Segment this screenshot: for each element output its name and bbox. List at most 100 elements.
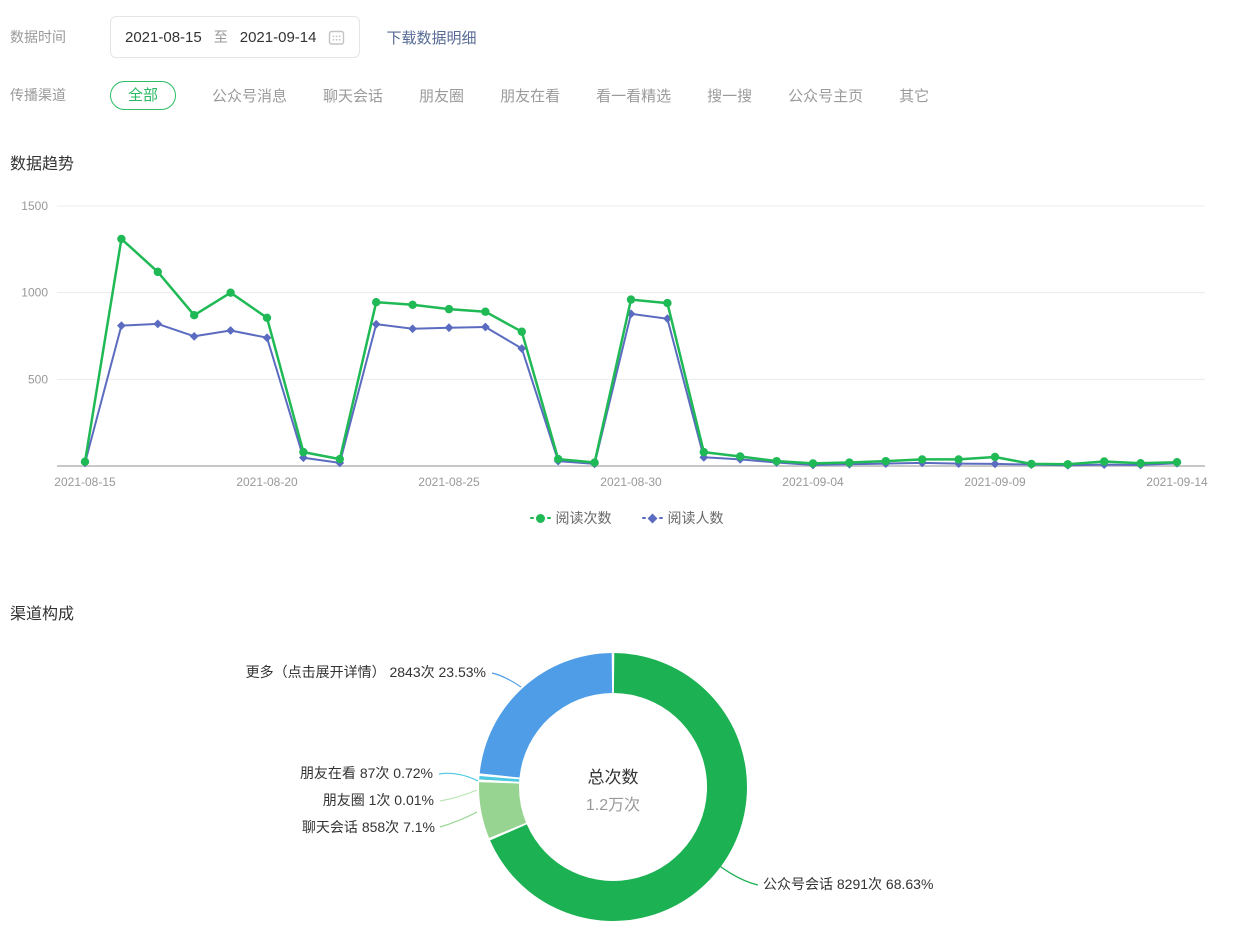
data-point[interactable] [189,331,199,341]
channel-tab-7[interactable]: 公众号主页 [788,87,864,105]
trend-line-chart[interactable]: 1500 1000 500 2021-08-15 2021-08-20 2021-08-2… [0,190,1253,500]
channel-tab-6[interactable]: 搜一搜 [707,87,753,105]
data-point[interactable] [918,455,927,464]
donut-label-公众号会话[interactable]: 公众号会话 8291次 68.63% [763,876,933,892]
channel-tabs: 全部 公众号消息 聊天会话 朋友圈 朋友在看 看一看精选 搜一搜 公众号主页 其它 [110,80,930,110]
legend-label: 阅读人数 [667,510,724,526]
data-point[interactable] [444,304,454,314]
x-tick-label-25: 2021-09-09 [964,475,1026,489]
donut-slice-更多（点击展开详情）[interactable] [479,653,613,778]
data-point[interactable] [226,288,235,297]
data-point[interactable] [371,319,381,329]
data-point[interactable] [117,321,126,330]
donut-label-朋友在看[interactable]: 朋友在看 87次 0.72% [300,765,433,781]
date-range-picker[interactable]: 2021-08-15 至 2021-09-14 [110,16,361,58]
leader-line-公众号会话 [699,849,759,886]
channel-donut-chart[interactable]: 公众号会话 8291次 68.63% 聊天会话 858次 7.1% 朋友圈 1次 0… [0,640,1253,930]
data-point[interactable] [153,319,163,329]
data-point[interactable] [554,454,563,464]
data-point[interactable] [1136,459,1145,468]
data-point[interactable] [663,298,672,308]
calendar-icon[interactable] [328,29,345,46]
data-point[interactable] [117,234,126,244]
y-tick-label-1000: 1000 [21,286,48,300]
x-tick-label-0: 2021-08-15 [54,475,116,489]
date-separator: 至 [213,29,228,45]
channel-tab-2[interactable]: 聊天会话 [323,87,384,105]
donut-slice-朋友在看[interactable] [479,776,520,782]
donut-slice-公众号会话[interactable] [490,653,747,921]
data-point[interactable] [153,267,162,277]
data-point[interactable] [736,452,745,461]
data-point[interactable] [372,298,381,307]
data-point[interactable] [80,457,90,466]
legend-item-阅读次数[interactable]: 阅读次数 [529,508,612,528]
data-point[interactable] [517,344,527,353]
date-end[interactable]: 2021-09-14 [239,28,317,46]
data-point[interactable] [481,322,490,332]
donut-center-label: 总次数 [588,768,639,787]
data-point[interactable] [190,311,199,320]
data-point[interactable] [772,456,781,466]
donut-slice-聊天会话[interactable] [479,782,527,838]
data-point[interactable] [408,300,417,309]
download-data-link[interactable]: 下载数据明细 [386,29,477,47]
trend-section-title: 数据趋势 [10,156,75,173]
channel-tab-5[interactable]: 看一看精选 [596,87,672,105]
legend-diamond-marker [647,513,657,523]
series-line-阅读次数 [83,237,1178,466]
channel-tab-3[interactable]: 朋友圈 [419,87,465,105]
series-line-阅读人数 [84,312,1178,467]
x-tick-label-15: 2021-08-30 [600,475,662,489]
channel-tab-4[interactable]: 朋友在看 [500,87,561,105]
channel-tab-1[interactable]: 公众号消息 [212,87,288,105]
data-point[interactable] [699,447,708,457]
data-point[interactable] [262,313,272,322]
donut-label-朋友圈[interactable]: 朋友圈 1次 0.01% [323,792,434,808]
data-point[interactable] [335,454,344,464]
legend-item-阅读人数[interactable]: 阅读人数 [641,508,724,528]
legend-circle-marker [535,513,545,523]
channel-filter-row: 传播渠道 全部 公众号消息 聊天会话 朋友圈 朋友在看 看一看精选 搜一搜 公众号主页 其它 [10,78,929,112]
data-point[interactable] [845,458,854,467]
data-point[interactable] [626,295,636,304]
leader-line-朋友在看 [438,772,479,782]
data-point[interactable] [1172,457,1182,467]
data-point[interactable] [262,333,272,343]
x-tick-label-10: 2021-08-25 [418,475,480,489]
x-tick-label-30: 2021-09-14 [1146,475,1208,489]
donut-label-聊天会话[interactable]: 聊天会话 858次 7.1% [302,819,435,835]
data-point[interactable] [590,458,599,467]
data-point[interactable] [990,452,1000,462]
data-point[interactable] [954,455,963,464]
data-point[interactable] [226,326,235,335]
data-point[interactable] [1100,457,1109,466]
channel-filter-label: 传播渠道 [10,87,66,103]
date-start[interactable]: 2021-08-15 [125,28,202,46]
data-point[interactable] [808,459,818,468]
data-point[interactable] [1063,460,1073,469]
leader-line-更多（点击展开详情） [491,672,522,688]
data-point[interactable] [1027,459,1036,469]
leader-line-聊天会话 [439,811,478,828]
data-point[interactable] [881,456,890,466]
donut-label-更多（点击展开详情）[interactable]: 更多（点击展开详情） 2843次 23.53% [246,664,486,680]
x-tick-label-20: 2021-09-04 [782,475,844,489]
y-tick-label-1500: 1500 [21,199,48,213]
leader-line-朋友圈 [439,789,478,802]
channel-tab-8[interactable]: 其它 [899,87,930,105]
x-tick-label-5: 2021-08-20 [236,475,298,489]
data-point[interactable] [299,447,308,457]
data-point[interactable] [481,307,490,316]
data-point[interactable] [408,324,417,334]
donut-center-value: 1.2万次 [586,796,640,814]
trend-legend: 阅读次数 阅读人数 [0,508,1253,528]
data-point[interactable] [444,323,454,333]
header-row: 数据时间 2021-08-15 至 2021-09-14 下载数据明细 [10,16,476,58]
legend-label: 阅读次数 [555,510,612,526]
composition-section-title: 渠道构成 [10,606,75,623]
data-point[interactable] [517,327,526,336]
y-tick-label-500: 500 [28,372,48,386]
date-range-label: 数据时间 [10,29,66,45]
channel-tab-0[interactable]: 全部 [110,80,177,110]
